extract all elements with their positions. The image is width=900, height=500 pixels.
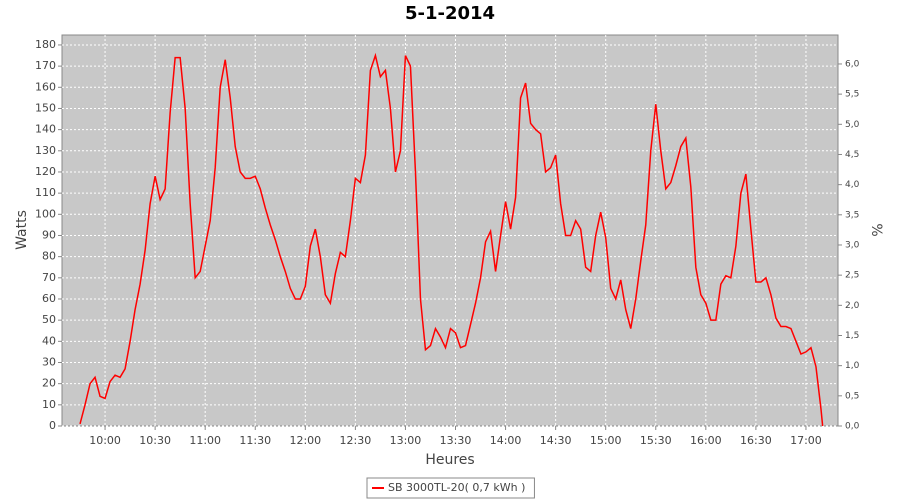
y-tick-label: 80: [42, 250, 56, 263]
series-line: [79, 52, 824, 427]
y-tick-label: 160: [35, 80, 56, 93]
x-tick-label: 13:00: [390, 434, 422, 447]
x-axis-label: Heures: [425, 452, 474, 468]
legend-label: SB 3000TL-20( 0,7 kWh ): [388, 481, 525, 494]
y2-tick-label: 2,0: [845, 301, 860, 311]
y-tick-label: 0: [49, 419, 56, 432]
x-tick-label: 10:00: [89, 434, 121, 447]
plot-area: [61, 34, 839, 427]
y-tick-label: 50: [42, 313, 56, 326]
y-tick-label: 130: [35, 144, 56, 157]
x-tick-label: 14:00: [490, 434, 522, 447]
y-tick-label: 150: [35, 101, 56, 114]
y2-tick-label: 5,0: [845, 120, 860, 130]
x-tick-label: 16:00: [690, 434, 722, 447]
chart-title: 5-1-2014: [405, 3, 495, 24]
y2-tick-label: 3,0: [845, 240, 860, 250]
x-tick-label: 14:30: [540, 434, 572, 447]
y2-tick-label: 2,5: [845, 271, 859, 281]
y-tick-label: 140: [35, 123, 56, 136]
y2-axis-label: %: [868, 223, 884, 236]
x-tick-label: 10:30: [139, 434, 171, 447]
x-tick-label: 11:00: [189, 434, 221, 447]
y-tick-label: 10: [42, 398, 56, 411]
y2-tick-label: 1,0: [845, 361, 860, 371]
x-tick-label: 12:00: [289, 434, 321, 447]
y2-tick-label: 3,5: [845, 210, 859, 220]
y-tick-label: 60: [42, 292, 56, 305]
y-tick-label: 170: [35, 59, 56, 72]
y-tick-label: 70: [42, 271, 56, 284]
y-tick-label: 100: [35, 207, 56, 220]
y-tick-label: 180: [35, 38, 56, 51]
x-tick-label: 15:30: [640, 434, 672, 447]
y2-tick-label: 6,0: [845, 59, 860, 69]
y-tick-label: 20: [42, 377, 56, 390]
x-tick-label: 12:30: [340, 434, 372, 447]
x-tick-label: 17:00: [790, 434, 822, 447]
x-tick-label: 11:30: [239, 434, 271, 447]
y2-tick-label: 5,5: [845, 90, 859, 100]
x-tick-label: 15:00: [590, 434, 622, 447]
y2-tick-label: 4,5: [845, 150, 859, 160]
y-tick-label: 30: [42, 355, 56, 368]
y2-tick-label: 4,0: [845, 180, 860, 190]
x-tick-label: 16:30: [740, 434, 772, 447]
y-tick-label: 120: [35, 165, 56, 178]
y-tick-label: 90: [42, 228, 56, 241]
legend: [366, 477, 535, 499]
x-tick-label: 13:30: [440, 434, 472, 447]
y2-tick-label: 1,5: [845, 331, 859, 341]
y-tick-label: 110: [35, 186, 56, 199]
y-axis-label: Watts: [14, 210, 30, 250]
y2-tick-label: 0,5: [845, 391, 859, 401]
y-tick-label: 40: [42, 334, 56, 347]
y2-tick-label: 0,0: [845, 422, 860, 432]
